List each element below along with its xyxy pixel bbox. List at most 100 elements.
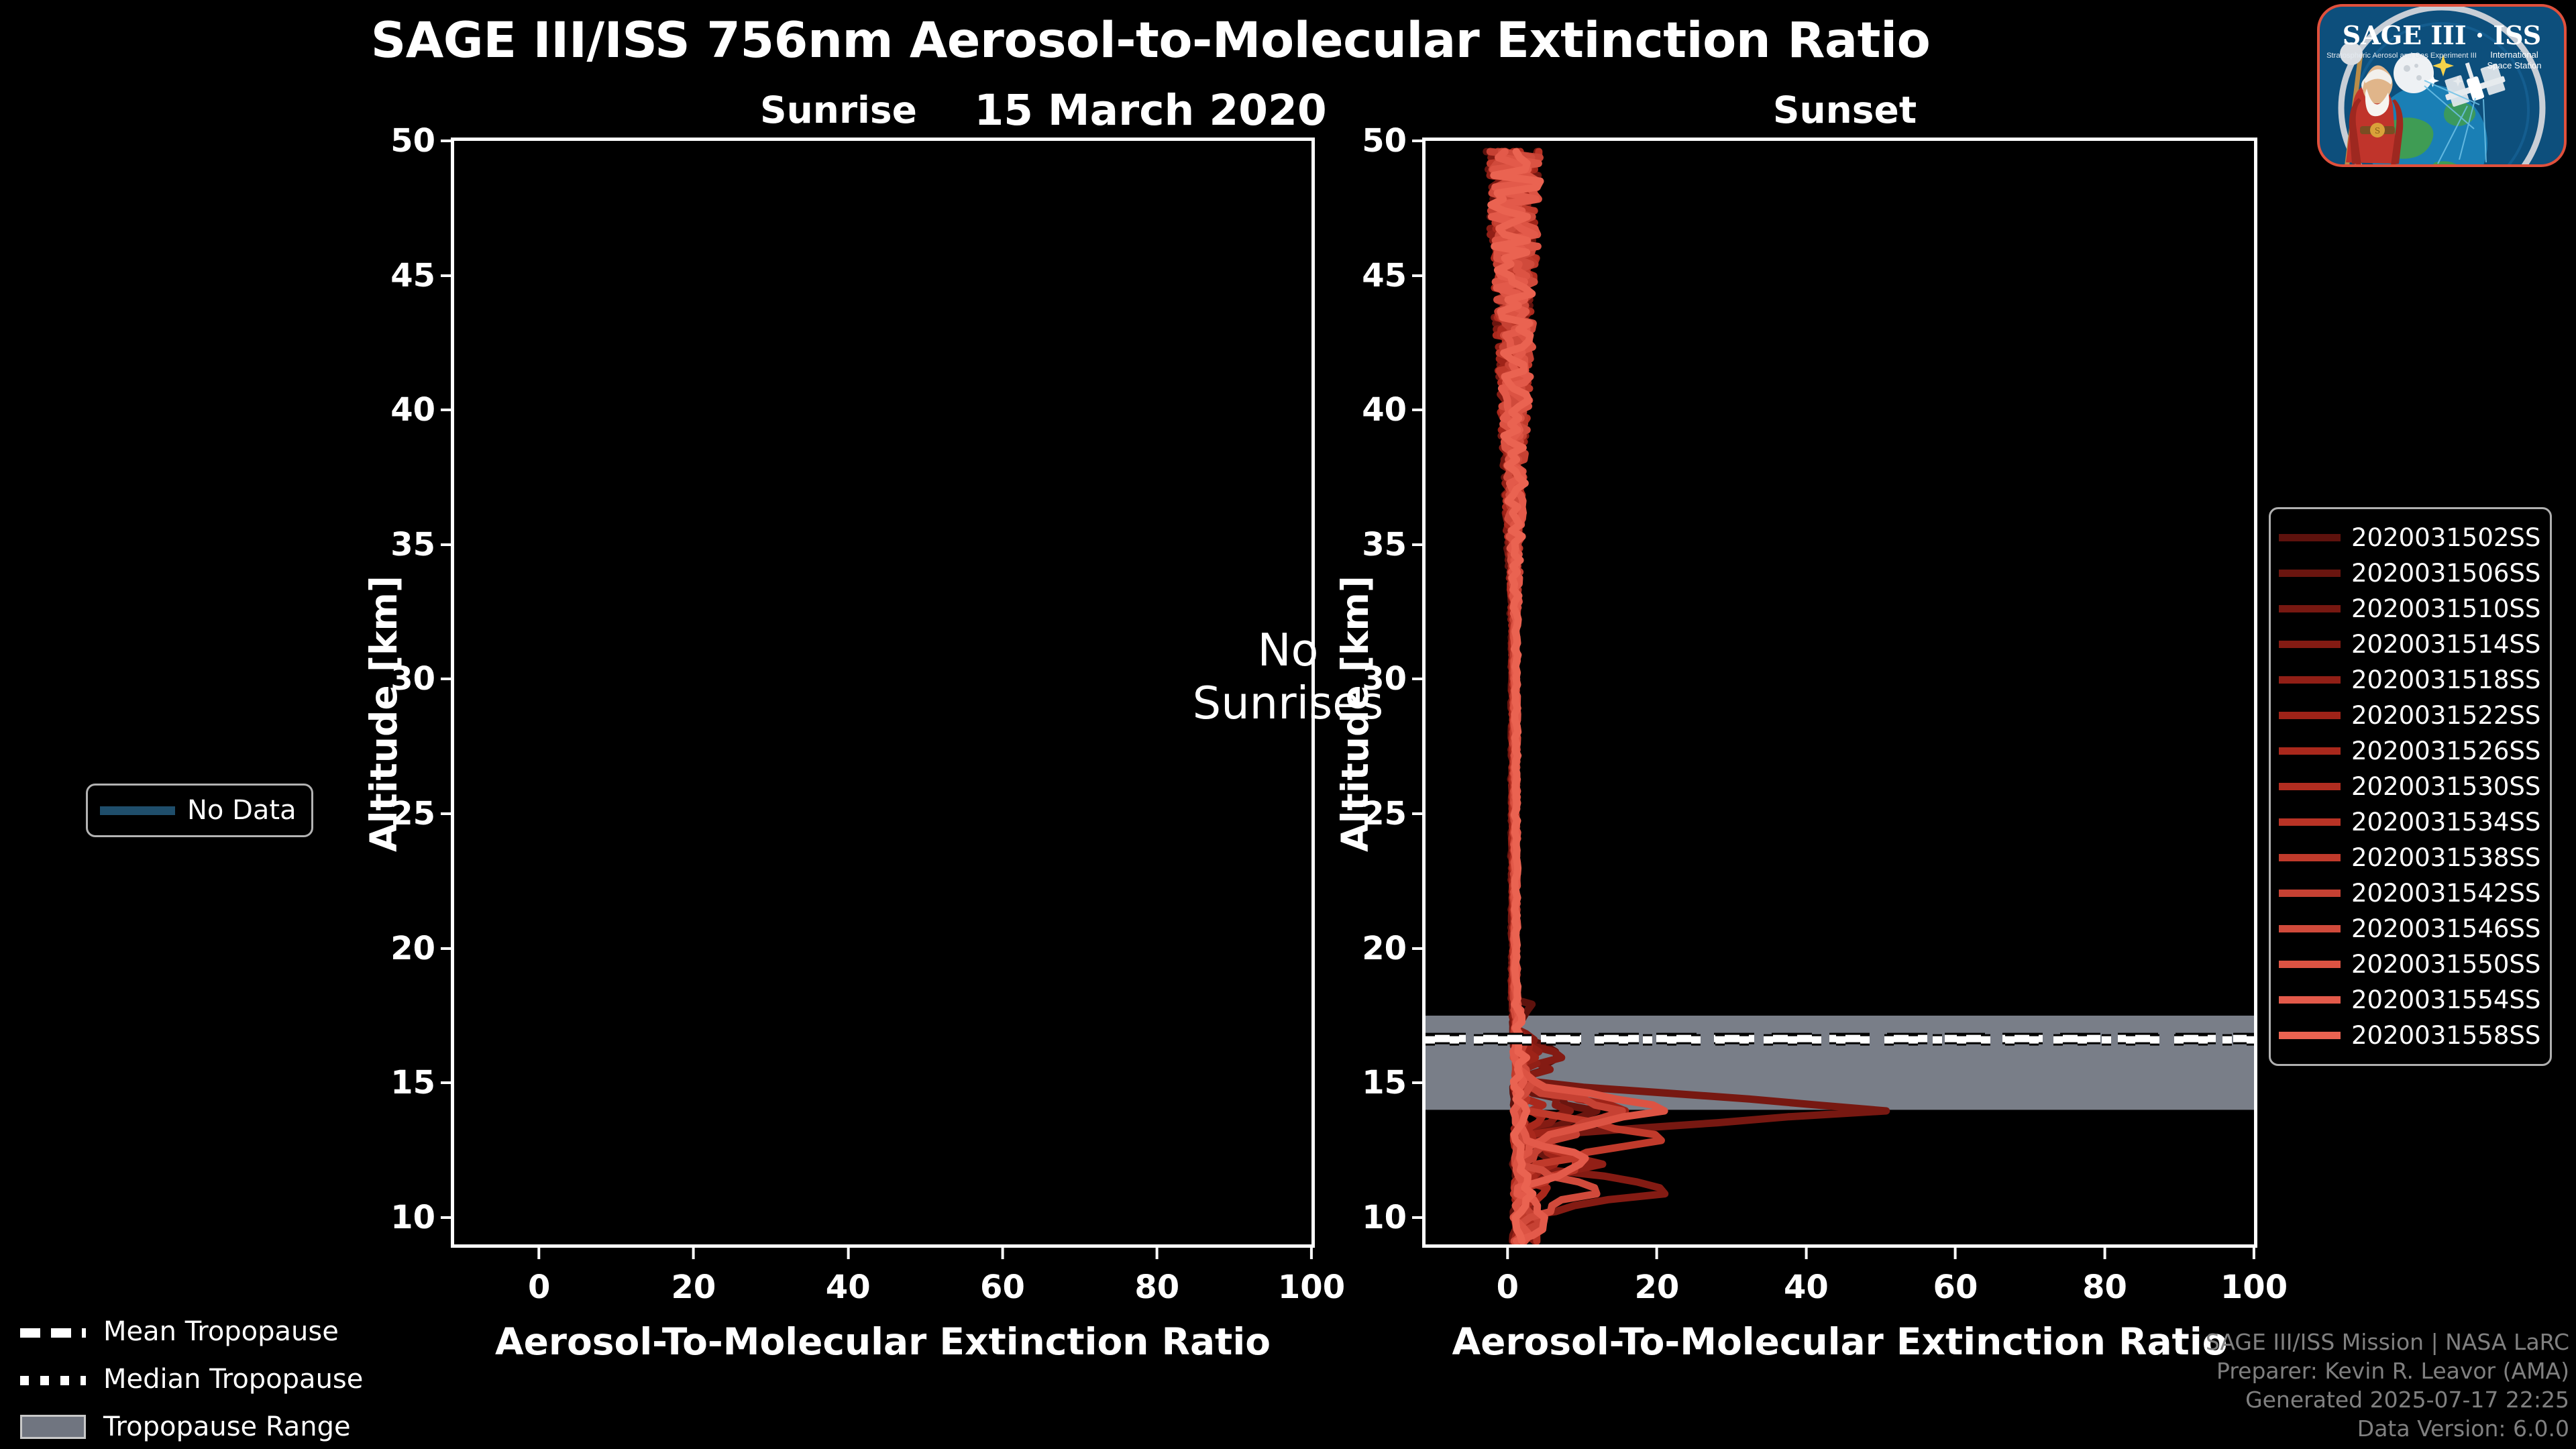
x-tick-label: 0 bbox=[528, 1244, 550, 1306]
x-tick-label: 80 bbox=[2082, 1244, 2127, 1306]
profile-legend-label: 2020031550SS bbox=[2351, 950, 2541, 979]
logo-title: SAGE III · ISS bbox=[2343, 20, 2541, 50]
tropopause-legend-item: Median Tropopause bbox=[20, 1364, 363, 1395]
profile-legend-item[interactable]: 2020031514SS bbox=[2279, 627, 2540, 662]
y-tick-label: 25 bbox=[390, 795, 454, 833]
tropopause-legend-label: Tropopause Range bbox=[103, 1411, 351, 1442]
profile-line bbox=[1487, 148, 1544, 1244]
no-data-legend: No Data bbox=[86, 784, 313, 837]
profile-line-swatch bbox=[2279, 818, 2341, 826]
y-tick-label: 20 bbox=[390, 930, 454, 967]
x-tick-label: 40 bbox=[826, 1244, 871, 1306]
profile-line-swatch bbox=[2279, 570, 2341, 577]
logo-subtitle-right-line2: Space Station bbox=[2487, 60, 2542, 70]
profile-legend-item[interactable]: 2020031550SS bbox=[2279, 947, 2540, 982]
profile-line-swatch bbox=[2279, 996, 2341, 1004]
profile-legend-item[interactable]: 2020031530SS bbox=[2279, 769, 2540, 804]
profile-legend-item[interactable]: 2020031534SS bbox=[2279, 804, 2540, 840]
sage-iii-iss-logo: S NASA · ESA · NASA LANGLEY RESEARCH CEN… bbox=[2317, 4, 2567, 167]
profile-legend-label: 2020031530SS bbox=[2351, 772, 2541, 801]
tropopause-legend-item: Mean Tropopause bbox=[20, 1316, 363, 1347]
profile-legend-label: 2020031554SS bbox=[2351, 985, 2541, 1014]
profile-line-swatch bbox=[2279, 534, 2341, 541]
profile-legend-item[interactable]: 2020031542SS bbox=[2279, 875, 2540, 911]
sunrise-x-axis-label: Aerosol-To-Molecular Extinction Ratio bbox=[495, 1320, 1271, 1363]
x-tick-label: 80 bbox=[1134, 1244, 1179, 1306]
profile-line-swatch bbox=[2279, 641, 2341, 648]
profile-legend-item[interactable]: 2020031502SS bbox=[2279, 520, 2540, 555]
profile-line-swatch bbox=[2279, 890, 2341, 897]
profile-legend-item[interactable]: 2020031558SS bbox=[2279, 1018, 2540, 1053]
y-tick-label: 30 bbox=[390, 660, 454, 698]
profile-line-swatch bbox=[2279, 676, 2341, 684]
profile-line-swatch bbox=[2279, 605, 2341, 612]
sunrise-panel-title: Sunrise bbox=[760, 89, 917, 131]
svg-text:S: S bbox=[2375, 126, 2380, 136]
x-tick-label: 60 bbox=[980, 1244, 1025, 1306]
profile-line-swatch bbox=[2279, 712, 2341, 719]
y-tick-label: 50 bbox=[390, 122, 454, 160]
profile-legend-label: 2020031558SS bbox=[2351, 1021, 2541, 1050]
profile-line-swatch bbox=[2279, 783, 2341, 790]
sunset-panel-title: Sunset bbox=[1772, 89, 1917, 131]
profile-line-swatch bbox=[2279, 961, 2341, 968]
profile-legend-item[interactable]: 2020031510SS bbox=[2279, 591, 2540, 627]
tropopause-legend-label: Mean Tropopause bbox=[103, 1316, 339, 1347]
y-tick-label: 45 bbox=[390, 257, 454, 294]
y-tick-label: 50 bbox=[1362, 122, 1426, 160]
sunset-plot-canvas bbox=[1426, 148, 2254, 1244]
profile-legend-item[interactable]: 2020031518SS bbox=[2279, 662, 2540, 698]
y-tick-label: 10 bbox=[390, 1199, 454, 1236]
y-tick-label: 40 bbox=[1362, 391, 1426, 429]
profile-line-swatch bbox=[2279, 925, 2341, 932]
sunset-x-axis-label: Aerosol-To-Molecular Extinction Ratio bbox=[1452, 1320, 2228, 1363]
profile-legend-label: 2020031518SS bbox=[2351, 665, 2541, 694]
x-tick-label: 100 bbox=[1278, 1244, 1345, 1306]
no-sunrises-message: No Sunrises bbox=[1192, 624, 1384, 730]
profile-legend-label: 2020031506SS bbox=[2351, 559, 2541, 588]
logo-subtitle-right-line1: International bbox=[2490, 50, 2538, 60]
profile-legend-label: 2020031526SS bbox=[2351, 737, 2541, 765]
median-tropopause-key-icon bbox=[20, 1375, 86, 1385]
logo-subtitle-left: Stratospheric Aerosol and Gas Experiment… bbox=[2326, 52, 2477, 60]
profile-legend-label: 2020031514SS bbox=[2351, 630, 2541, 659]
profile-legend-label: 2020031502SS bbox=[2351, 523, 2541, 552]
profile-legend-item[interactable]: 2020031554SS bbox=[2279, 982, 2540, 1018]
x-tick-label: 20 bbox=[672, 1244, 716, 1306]
tropopause-range-key-icon bbox=[20, 1415, 86, 1439]
y-tick-label: 15 bbox=[1362, 1064, 1426, 1102]
y-tick-label: 40 bbox=[390, 391, 454, 429]
profile-legend-item[interactable]: 2020031506SS bbox=[2279, 555, 2540, 591]
sunset-plot-area: 10 15 20 25 30 35 40 45 50 0 20 40 60 80 100 bbox=[1362, 122, 2288, 1306]
y-tick-label: 45 bbox=[1362, 257, 1426, 294]
profile-legend-item[interactable]: 2020031546SS bbox=[2279, 911, 2540, 947]
profile-legend-label: 2020031542SS bbox=[2351, 879, 2541, 908]
profile-line-swatch bbox=[2279, 747, 2341, 755]
y-tick-label: 30 bbox=[1362, 660, 1426, 698]
no-data-line-swatch bbox=[100, 806, 175, 815]
profile-legend-label: 2020031534SS bbox=[2351, 808, 2541, 837]
page-title: SAGE III/ISS 756nm Aerosol-to-Molecular … bbox=[370, 12, 1931, 69]
tropopause-legend-label: Median Tropopause bbox=[103, 1364, 364, 1395]
date-subtitle: 15 March 2020 bbox=[974, 86, 1327, 135]
profile-legend-label: 2020031546SS bbox=[2351, 914, 2541, 943]
x-tick-label: 40 bbox=[1784, 1244, 1829, 1306]
profile-legend-item[interactable]: 2020031522SS bbox=[2279, 698, 2540, 733]
profile-legend-item[interactable]: 2020031538SS bbox=[2279, 840, 2540, 875]
profile-line-swatch bbox=[2279, 1032, 2341, 1039]
y-tick-label: 25 bbox=[1362, 795, 1426, 833]
sunrise-plot-area: 10 15 20 25 30 35 40 45 50 0 20 40 60 80 100 bbox=[390, 122, 1345, 1306]
profile-legend-label: 2020031522SS bbox=[2351, 701, 2541, 730]
tropopause-legend: Mean Tropopause Median Tropopause Tropopau… bbox=[20, 1316, 363, 1442]
profile-legend-label: 2020031538SS bbox=[2351, 843, 2541, 872]
credits-text: SAGE III/ISS Mission | NASA LaRC Prepare… bbox=[2205, 1329, 2569, 1442]
x-tick-label: 0 bbox=[1497, 1244, 1519, 1306]
mean-tropopause-key-icon bbox=[20, 1328, 86, 1338]
no-data-legend-label: No Data bbox=[187, 795, 297, 826]
y-tick-label: 35 bbox=[390, 526, 454, 564]
tropopause-legend-item: Tropopause Range bbox=[20, 1411, 363, 1442]
profile-legend-item[interactable]: 2020031526SS bbox=[2279, 733, 2540, 769]
x-tick-label: 20 bbox=[1635, 1244, 1680, 1306]
x-tick-label: 100 bbox=[2220, 1244, 2288, 1306]
